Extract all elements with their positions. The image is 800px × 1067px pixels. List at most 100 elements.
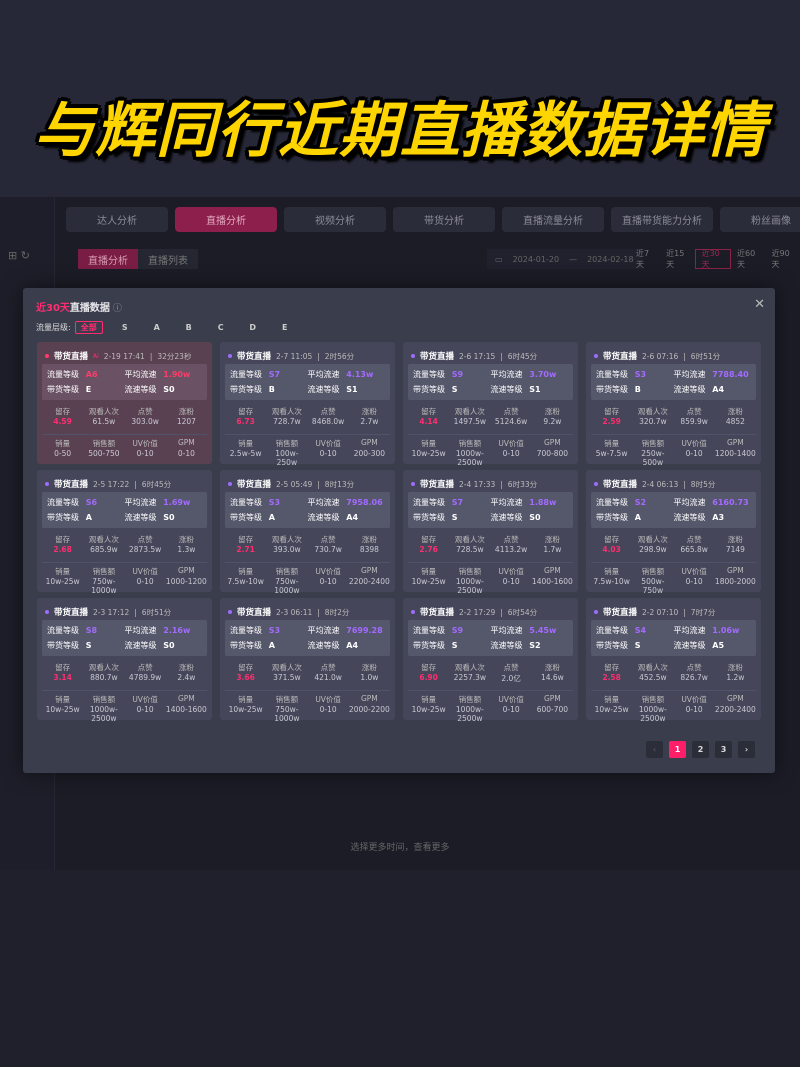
card-duration: 8时13分 — [324, 479, 355, 489]
value-revenue: 250w-500w — [641, 449, 665, 467]
label-fans: 涨粉 — [727, 407, 743, 416]
value-viewers: 728.5w — [456, 545, 484, 554]
tab-0[interactable]: 达人分析 — [66, 207, 168, 232]
filter-label: 流量层级: — [36, 323, 71, 332]
value-likes: 2.0亿 — [501, 674, 521, 683]
card-header: 带货直播 2-3 17:12 | 6时51分 — [45, 606, 171, 618]
live-dot-icon — [228, 354, 232, 358]
prev-page-button[interactable]: ‹ — [646, 741, 663, 758]
label-viewers: 观看人次 — [271, 535, 302, 544]
range-button-2[interactable]: 近30天 — [694, 249, 732, 269]
bottom-hint: 选择更多时间，查看更多 — [350, 843, 450, 853]
filter-option-4[interactable]: C — [217, 323, 224, 332]
card-duration: 6时45分 — [141, 479, 172, 489]
label-gpm: GPM — [726, 438, 744, 447]
level-row: 流量等级 A6 平均流速 1.90w — [47, 367, 202, 382]
tab-6[interactable]: 粉丝画像 — [720, 207, 800, 232]
card-date: 2-4 06:13 — [642, 479, 679, 489]
range-button-0[interactable]: 近7天 — [636, 249, 650, 269]
value-gpm: 2200-2400 — [714, 705, 756, 714]
live-card[interactable]: 带货直播 2-3 06:11 | 8时2分 流量等级 S3 平均流速 7699.28 带货等级 A… — [220, 598, 395, 723]
live-cards-grid: 带货直播 Ai 2-19 17:41 | 32分23秒 流量等级 A6 平均流速 1.90w 带货… — [37, 342, 761, 723]
page-button-3[interactable]: 3 — [715, 741, 732, 758]
refresh-icon[interactable]: ↻ — [20, 249, 30, 262]
live-dot-icon — [228, 482, 232, 486]
page-button-2[interactable]: 2 — [692, 741, 709, 758]
value-speed-level: S0 — [163, 385, 175, 394]
page-button-1[interactable]: 1 — [669, 741, 686, 758]
filter-option-3[interactable]: B — [185, 323, 192, 332]
label-volume: 销量 — [604, 567, 620, 576]
close-icon[interactable]: ✕ — [754, 297, 765, 312]
range-button-3[interactable]: 近60天 — [737, 249, 756, 269]
tab-4[interactable]: 直播流量分析 — [502, 207, 604, 232]
label-gpm: GPM — [543, 694, 561, 703]
label-sales-level: 带货等级 — [413, 385, 445, 394]
label-gpm: GPM — [726, 694, 744, 703]
label-gpm: GPM — [177, 566, 195, 575]
live-card[interactable]: 带货直播 2-6 07:16 | 6时51分 流量等级 S3 平均流速 7788.40 带货等级… — [586, 342, 761, 467]
value-flow-level: S2 — [634, 498, 647, 507]
value-retention: 4.59 — [53, 417, 72, 426]
live-card[interactable]: 带货直播 2-4 17:33 | 6时33分 流量等级 S7 平均流速 1.88w 带货等级 S 流… — [403, 470, 578, 595]
live-card[interactable]: 带货直播 2-3 17:12 | 6时51分 流量等级 S8 平均流速 2.16w 带货等级 S 流… — [37, 598, 212, 723]
filter-option-1[interactable]: S — [121, 323, 128, 332]
value-avg-speed: 1.69w — [163, 498, 191, 507]
live-card[interactable]: 带货直播 2-2 17:29 | 6时54分 流量等级 S9 平均流速 5.45w 带货等级 S 流… — [403, 598, 578, 723]
card-separator: | — [317, 607, 320, 617]
value-avg-speed: 7788.40 — [712, 370, 749, 379]
stats-row: 销量 销售额 UV价值 GPM 10w-25w 1000w-2500w 0-10 1400-1… — [42, 690, 207, 723]
label-fans: 涨粉 — [361, 663, 377, 672]
live-card[interactable]: 带货直播 2-7 11:05 | 2时56分 流量等级 S7 平均流速 4.13w 带货等级 B 流… — [220, 342, 395, 467]
level-box: 流量等级 S7 平均流速 4.13w 带货等级 B 流速等级 S1 — [225, 364, 390, 400]
live-card[interactable]: 带货直播 Ai 2-19 17:41 | 32分23秒 流量等级 A6 平均流速 1.90w 带货… — [37, 342, 212, 464]
tab-5[interactable]: 直播带货能力分析 — [611, 207, 713, 232]
value-avg-speed: 6160.73 — [712, 498, 749, 507]
card-separator: | — [317, 351, 320, 361]
date-range-picker[interactable]: ▭ 2024-01-20 — 2024-02-18 — [487, 249, 642, 269]
value-viewers: 880.7w — [90, 673, 118, 682]
level-box: 流量等级 A6 平均流速 1.90w 带货等级 E 流速等级 S0 — [42, 364, 207, 400]
subtab-1[interactable]: 直播列表 — [138, 249, 198, 269]
card-separator: | — [149, 351, 153, 361]
filter-option-2[interactable]: A — [153, 323, 160, 332]
label-retention: 留存 — [55, 407, 71, 416]
next-page-button[interactable]: › — [738, 741, 755, 758]
level-row: 流量等级 S6 平均流速 1.69w — [47, 495, 202, 510]
label-avg-speed: 平均流速 — [673, 498, 706, 507]
range-button-1[interactable]: 近15天 — [666, 249, 685, 269]
filter-option-0[interactable]: 全部 — [74, 321, 103, 334]
tab-3[interactable]: 带货分析 — [393, 207, 495, 232]
value-speed-level: S0 — [163, 641, 175, 650]
label-revenue: 销售额 — [458, 439, 482, 448]
live-card[interactable]: 带货直播 2-2 07:10 | 7时7分 流量等级 S4 平均流速 1.06w 带货等级 S 流速… — [586, 598, 761, 723]
live-card[interactable]: 带货直播 2-4 06:13 | 8时5分 流量等级 S2 平均流速 6160.73 带货等级 A… — [586, 470, 761, 595]
label-retention: 留存 — [421, 663, 437, 672]
label-sales-level: 带货等级 — [47, 641, 79, 650]
live-card[interactable]: 带货直播 2-6 17:15 | 6时45分 流量等级 S9 平均流速 3.70w 带货等级 S 流… — [403, 342, 578, 467]
subtab-0[interactable]: 直播分析 — [78, 249, 138, 269]
label-fans: 涨粉 — [178, 407, 194, 416]
card-header: 带货直播 2-6 17:15 | 6时45分 — [411, 350, 537, 362]
value-fans: 7149 — [725, 545, 745, 554]
live-card[interactable]: 带货直播 2-5 17:22 | 6时45分 流量等级 S6 平均流速 1.69w 带货等级 A 流… — [37, 470, 212, 595]
grid-icon[interactable]: ⊞ — [8, 249, 18, 262]
live-dot-icon — [228, 610, 232, 614]
filter-option-6[interactable]: E — [281, 323, 288, 332]
question-circle-icon[interactable]: ⓘ — [112, 304, 122, 314]
value-uv: 0-10 — [136, 705, 154, 714]
value-fans: 1.3w — [177, 545, 196, 554]
range-button-4[interactable]: 近90天 — [771, 249, 790, 269]
label-retention: 留存 — [421, 535, 437, 544]
live-dot-icon — [45, 354, 49, 358]
tab-2[interactable]: 视频分析 — [284, 207, 386, 232]
value-gpm: 200-300 — [353, 449, 386, 458]
value-sales-level: S — [85, 641, 92, 650]
tab-1[interactable]: 直播分析 — [175, 207, 277, 232]
filter-option-5[interactable]: D — [249, 323, 257, 332]
value-likes: 4789.9w — [128, 673, 162, 682]
label-revenue: 销售额 — [275, 567, 299, 576]
value-avg-speed: 1.88w — [529, 498, 557, 507]
label-retention: 留存 — [604, 663, 620, 672]
live-card[interactable]: 带货直播 2-5 05:49 | 8时13分 流量等级 S3 平均流速 7958.06 带货等级… — [220, 470, 395, 595]
